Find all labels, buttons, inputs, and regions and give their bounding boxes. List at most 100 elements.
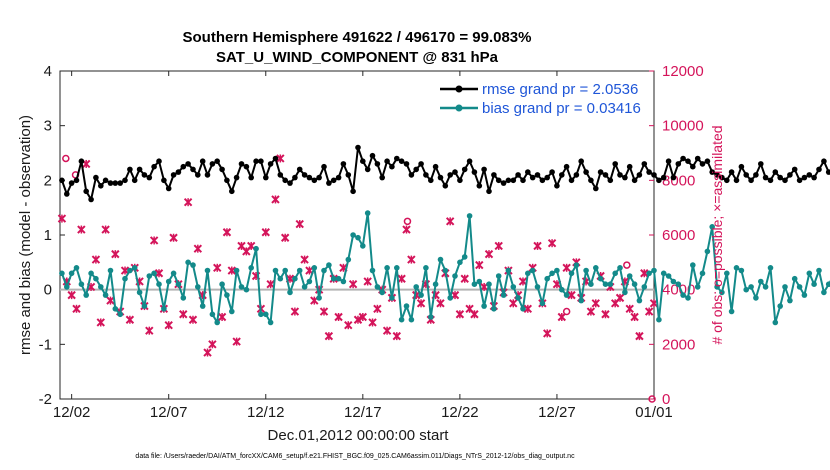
- obs-assimilated-marker: [149, 236, 159, 245]
- rmse-point: [520, 177, 526, 184]
- bias-point: [233, 267, 240, 274]
- rmse-point: [369, 152, 376, 159]
- x-axis-label: Dec.01,2012 00:00:00 start: [268, 427, 450, 444]
- bias-point: [675, 281, 682, 288]
- rmse-point: [112, 180, 119, 186]
- rmse-point: [204, 172, 211, 178]
- rmse-point: [796, 177, 803, 184]
- obs-assimilated-marker: [183, 197, 193, 207]
- rmse-point: [801, 174, 808, 181]
- bias-point: [549, 270, 555, 277]
- bias-point: [107, 267, 114, 274]
- obs-assimilated-marker: [416, 299, 426, 308]
- rmse-point: [219, 166, 225, 173]
- rmse-point: [646, 169, 652, 175]
- y-axis-right-label: # of obs: o=possible; ×=assimilated: [709, 125, 725, 344]
- bias-point: [204, 267, 211, 274]
- bias-point: [772, 319, 779, 326]
- rmse-point: [593, 185, 599, 192]
- bias-point: [408, 316, 415, 323]
- obs-assimilated-marker: [484, 249, 494, 259]
- rmse-point: [534, 172, 541, 178]
- bias-point: [447, 295, 454, 301]
- bias-point: [641, 284, 648, 290]
- bias-point: [195, 284, 201, 290]
- obs-assimilated-marker: [397, 274, 406, 283]
- bias-point: [282, 267, 289, 274]
- bias-point: [277, 275, 284, 282]
- rmse-point: [146, 174, 153, 181]
- bias-point: [258, 311, 264, 318]
- bias-point: [267, 319, 274, 326]
- obs-assimilated-marker: [106, 296, 115, 305]
- rmse-point: [544, 174, 550, 181]
- obs-assimilated-marker: [475, 260, 484, 270]
- obs-assimilated-marker: [518, 277, 528, 286]
- rmse-point: [481, 166, 487, 173]
- bias-point: [583, 267, 589, 274]
- bias-point: [811, 281, 817, 288]
- rmse-point: [127, 166, 133, 173]
- obs-assimilated-marker: [276, 154, 285, 163]
- y-left-tick-label: 3: [44, 118, 52, 135]
- rmse-point: [428, 177, 434, 184]
- obs-assimilated-marker: [644, 307, 654, 316]
- y-left-tick-label: 1: [44, 227, 52, 244]
- rmse-point: [539, 177, 546, 184]
- bias-point: [311, 265, 318, 271]
- rmse-point: [316, 174, 322, 181]
- obs-assimilated-marker: [635, 331, 644, 341]
- rmse-point: [360, 158, 366, 164]
- rmse-point: [699, 161, 706, 167]
- bias-point: [321, 267, 327, 274]
- rmse-point: [326, 180, 332, 186]
- obs-assimilated-marker: [232, 337, 241, 346]
- rmse-point: [719, 174, 725, 181]
- rmse-point: [656, 177, 662, 184]
- obs-assimilated-marker: [111, 249, 120, 259]
- rmse-point: [195, 172, 201, 178]
- obs-assimilated-marker: [640, 269, 649, 278]
- bias-point: [796, 284, 803, 290]
- bias-point: [243, 286, 250, 293]
- rmse-point: [345, 172, 352, 178]
- bias-point: [83, 292, 89, 298]
- y-right-tick-label: 8000: [662, 172, 695, 189]
- rmse-point: [728, 169, 735, 175]
- rmse-point: [238, 161, 245, 167]
- bias-point: [122, 275, 128, 282]
- bias-point: [306, 278, 313, 285]
- obs-possible-marker: [623, 261, 631, 269]
- bias-point: [151, 270, 157, 277]
- rmse-point: [437, 174, 444, 181]
- rmse-point: [301, 172, 308, 178]
- bias-point: [413, 284, 420, 290]
- bias-point: [481, 303, 487, 309]
- rmse-point: [471, 169, 478, 175]
- bias-point: [787, 297, 793, 304]
- rmse-point: [685, 158, 691, 164]
- bias-series: [59, 210, 830, 326]
- rmse-point: [151, 163, 157, 170]
- rmse-point: [364, 166, 371, 173]
- bias-point: [690, 262, 696, 268]
- bias-point: [369, 267, 376, 274]
- obs-assimilated-marker: [373, 304, 382, 314]
- legend-bias-marker: [455, 104, 463, 112]
- obs-assimilated-marker: [324, 331, 334, 341]
- rmse-point: [233, 174, 240, 181]
- bias-point: [525, 270, 531, 277]
- obs-assimilated-marker: [154, 269, 164, 278]
- obs-assimilated-marker: [455, 310, 465, 319]
- rmse-point: [224, 177, 230, 184]
- bias-point: [825, 281, 830, 287]
- rmse-point: [165, 185, 172, 192]
- bias-point: [398, 316, 405, 323]
- bias-point: [253, 245, 259, 252]
- rmse-point: [563, 163, 570, 170]
- y-left-tick-label: 4: [44, 63, 52, 80]
- bias-point: [597, 275, 604, 282]
- axis-ticks: 12/02 12/07 12/12 12/17 12/22 12/27 01/01 -2 -1 0…: [39, 63, 704, 421]
- y-left-tick-label: -1: [39, 336, 52, 353]
- rmse-point: [161, 177, 167, 184]
